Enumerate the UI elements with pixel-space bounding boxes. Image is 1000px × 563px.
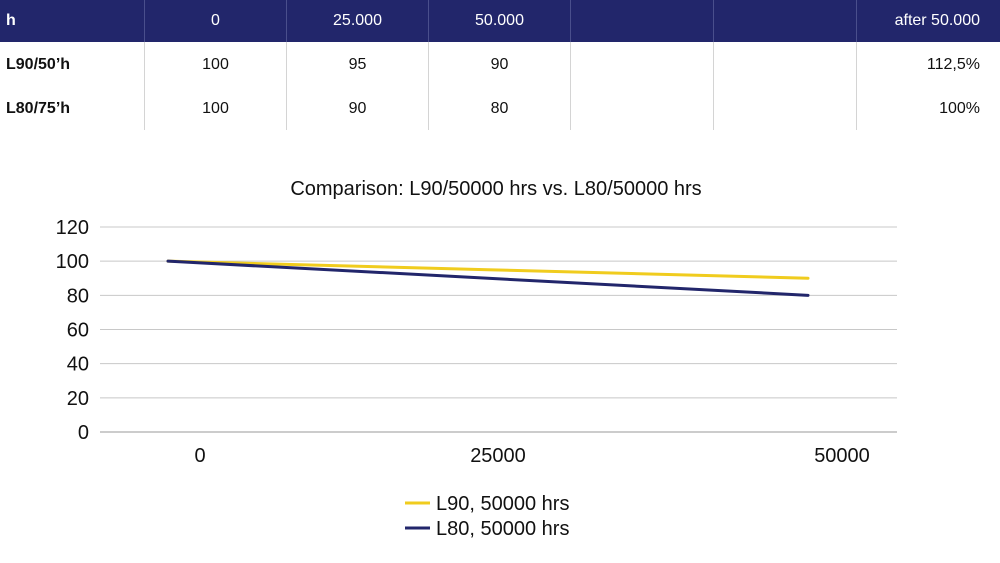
table-row: L80/75’h 100 90 80 100% — [0, 88, 1000, 130]
y-tick-label: 100 — [56, 251, 89, 273]
legend-label-1: L90, 50000 hrs — [436, 493, 569, 515]
y-tick-label: 40 — [67, 354, 89, 376]
header-cell: 25.000 — [286, 0, 428, 42]
x-tick-label: 0 — [194, 445, 205, 467]
y-tick-label: 0 — [78, 422, 89, 444]
header-cell — [570, 0, 713, 42]
grid-lines — [100, 226, 897, 433]
table-cell — [570, 88, 713, 130]
table-cell: 90 — [286, 88, 428, 130]
y-tick-label: 20 — [67, 388, 89, 410]
table-cell: 95 — [286, 42, 428, 88]
legend-label-2: L80, 50000 hrs — [436, 518, 569, 540]
x-axis-ticks: 0 25000 50000 — [194, 445, 869, 467]
header-cell: after 50.000 — [856, 0, 1000, 42]
table-cell: 112,5% — [856, 42, 1000, 88]
table-cell: 90 — [428, 42, 570, 88]
y-axis-ticks: 0 20 40 60 80 100 120 — [56, 217, 89, 444]
chart-title: Comparison: L90/50000 hrs vs. L80/50000 … — [290, 178, 701, 200]
table-cell — [713, 88, 856, 130]
y-tick-label: 60 — [67, 320, 89, 342]
series-lines — [166, 259, 810, 297]
data-table: h 0 25.000 50.000 after 50.000 L90/50’h … — [0, 0, 1000, 130]
header-cell: h — [6, 12, 16, 29]
x-tick-label: 25000 — [470, 445, 526, 467]
table-header-row: h 0 25.000 50.000 after 50.000 — [0, 0, 1000, 42]
legend: L90, 50000 hrs L80, 50000 hrs — [405, 493, 569, 540]
y-tick-label: 120 — [56, 217, 89, 239]
row-label: L80/75’h — [6, 100, 71, 117]
header-cell — [713, 0, 856, 42]
table-row: L90/50’h 100 95 90 112,5% — [0, 42, 1000, 88]
table-cell: 100 — [144, 88, 286, 130]
line-chart: Comparison: L90/50000 hrs vs. L80/50000 … — [56, 178, 897, 540]
row-label: L90/50’h — [6, 56, 71, 73]
table-cell: 100 — [144, 42, 286, 88]
table-cell — [713, 42, 856, 88]
table-cell: 100% — [856, 88, 1000, 130]
x-tick-label: 50000 — [814, 445, 870, 467]
series-line-1 — [166, 259, 810, 280]
header-cell: 0 — [144, 0, 286, 42]
table-cell: 80 — [428, 88, 570, 130]
header-cell: 50.000 — [428, 0, 570, 42]
table-cell — [570, 42, 713, 88]
series-line-2 — [166, 259, 810, 297]
y-tick-label: 80 — [67, 285, 89, 307]
